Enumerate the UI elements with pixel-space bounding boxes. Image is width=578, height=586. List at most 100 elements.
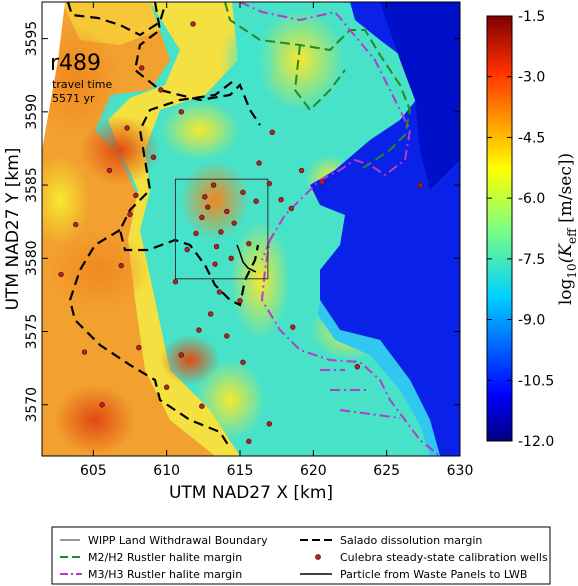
calibration-well-marker [266,421,273,427]
y-tick-label: 3590 [24,94,40,130]
calibration-well-marker [224,208,230,215]
colorbar-tick-label: -12.0 [518,434,554,450]
calibration-well-marker [216,289,223,295]
colorbar-title-var: (K [556,243,576,264]
travel-time-label: travel time [52,78,112,91]
salado-dissolution-margin [66,2,261,449]
field-cyan-edge [318,300,440,456]
colorbar-title: log10(Keff [m/sec]) [556,153,578,305]
calibration-well-marker [133,192,139,199]
x-tick-label: 625 [373,463,400,479]
calibration-well-marker [256,160,262,166]
colorbar [486,15,513,442]
colorbar-title-units: [m/sec]) [556,153,576,228]
colorbar-tick-label: -7.5 [518,252,545,268]
m2-h2-rustler-margin [224,2,412,171]
calibration-well-marker [58,271,64,278]
y-axis-ticks: 3570 3575 3580 3585 3590 3595 [24,21,460,423]
x-axis-ticks: 605 610 615 620 625 630 [80,2,473,479]
calibration-well-marker [106,167,113,174]
margin-curves [66,2,441,456]
calibration-well-marker [196,327,202,333]
realization-label: r489 [50,51,101,76]
calibration-well-marker [99,402,105,408]
calibration-well-marker [172,279,179,285]
calibration-well-marker [178,109,185,115]
calibration-well-marker [212,261,218,267]
legend-label-wipp: WIPP Land Withdrawal Boundary [88,534,268,547]
particle-track [236,244,257,273]
calibration-well-marker [81,349,88,355]
legend-label-salado: Salado dissolution margin [340,534,482,547]
colorbar-tick-label: -9.0 [518,313,545,329]
calibration-well-marker [124,125,130,131]
legend-label-m2h2: M2/H2 Rustler halite margin [88,551,242,564]
calibration-well-marker [73,221,79,228]
colorbar-tick-label: -1.5 [518,9,545,25]
legend-label-m3h3: M3/H3 Rustler halite margin [88,568,242,581]
x-tick-label: 615 [227,463,254,479]
colorbar-tick-label: -3.0 [518,70,545,86]
calibration-well-marker [213,243,220,250]
colorbar-title-base: 10 [565,263,578,278]
calibration-well-marker [136,344,142,351]
y-tick-label: 3580 [24,240,40,276]
calibration-well-marker [210,182,217,188]
calibration-well-marker [240,359,246,365]
calibration-well-marker [266,180,273,187]
colorbar-title-log: log [556,278,576,305]
y-tick-label: 3595 [24,21,40,57]
calibration-well-marker [178,352,185,358]
calibration-well-marker [298,167,305,174]
calibration-well-marker [207,311,214,317]
legend-swatch-wells [315,554,321,560]
calibration-well-marker [253,198,259,204]
calibration-well-marker [240,189,246,196]
calibration-well-marker [199,214,205,220]
calibration-well-marker [218,229,224,235]
calibration-well-marker [269,129,275,136]
plot-frame [41,1,461,457]
y-tick-label: 3585 [24,167,40,203]
calibration-well-marker [150,154,157,160]
calibration-well-marker [202,194,208,200]
legend-label-wells: Culebra steady-state calibration wells [340,551,548,564]
legend-label-particle: Particle from Waste Panels to LWB [340,568,527,581]
calibration-well-marker [127,211,133,218]
x-tick-label: 605 [80,463,107,479]
calibration-well-marker [231,220,237,226]
colorbar-title-var-sub: eff [565,227,578,244]
colorbar-tick-label: -6.0 [518,191,545,207]
calibration-well-marker [228,255,234,261]
field-yellow-ring [108,2,240,456]
x-tick-label: 630 [447,463,474,479]
y-axis-title: UTM NAD27 Y [km] [3,148,23,311]
x-tick-label: 610 [153,463,180,479]
colorbar-tick-label: -4.5 [518,130,545,146]
legend: WIPP Land Withdrawal Boundary Salado dis… [51,526,551,585]
calibration-well-marker [190,21,196,27]
calibration-well-marker [184,246,190,253]
calibration-well-marker [319,179,325,185]
calibration-well-marker [246,240,252,247]
calibration-well-marker [118,262,124,269]
calibration-wells [58,21,424,445]
calibration-well-marker [290,324,296,330]
svg-text:log10(Keff [m/sec]): log10(Keff [m/sec]) [556,153,578,305]
x-axis-title: UTM NAD27 X [km] [169,483,333,503]
colorbar-tick-label: -10.5 [518,373,554,389]
field-blue-deep [380,2,460,190]
calibration-well-marker [246,438,252,445]
travel-time-value: 5571 yr [52,92,95,105]
calibration-well-marker [354,363,361,370]
calibration-well-marker [278,197,284,203]
colorbar-ticks: -1.5 -3.0 -4.5 -6.0 -7.5 -9.0 -10.5 -12.0 [487,9,554,450]
calibration-well-marker [417,182,424,188]
y-tick-label: 3570 [24,387,40,423]
y-tick-label: 3575 [24,314,40,350]
calibration-well-marker [205,204,211,210]
calibration-well-marker [199,403,205,409]
conductivity-field [42,2,460,456]
calibration-well-marker [163,384,170,390]
